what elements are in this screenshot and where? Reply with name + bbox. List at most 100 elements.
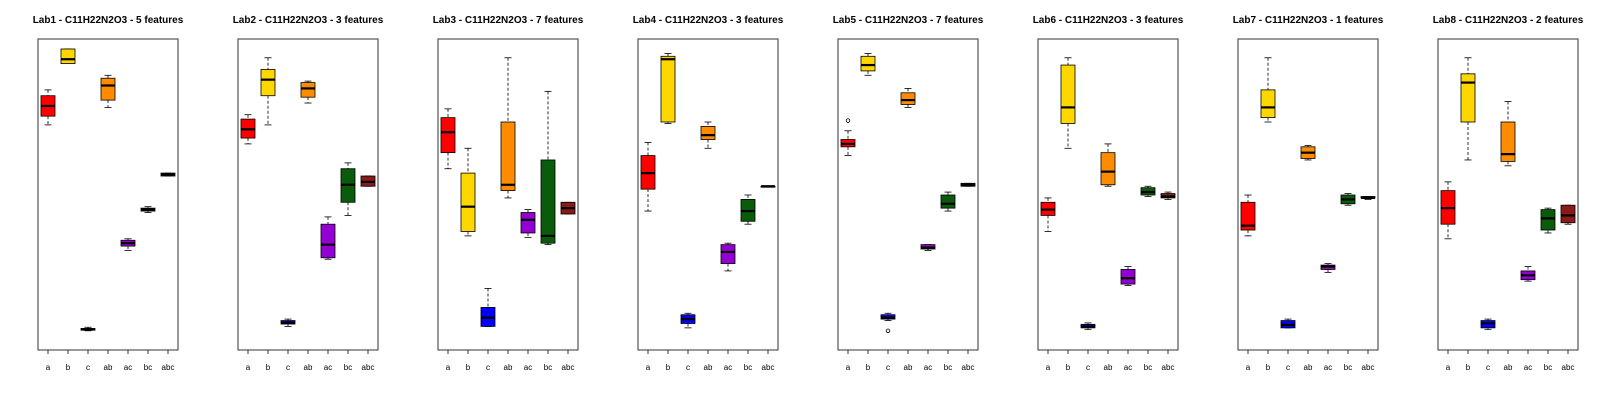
box-ab (100, 74, 116, 108)
x-tick-label: b (466, 363, 471, 372)
box-ab (700, 121, 716, 149)
x-tick-label: ab (104, 363, 113, 372)
box-ab (1500, 101, 1516, 167)
iqr-box (520, 212, 536, 234)
box-bc (340, 162, 356, 216)
x-tick-label: abc (1362, 363, 1375, 372)
iqr-box (500, 121, 516, 192)
box-bc (140, 206, 156, 213)
iqr-box (440, 117, 456, 154)
box-ac (1320, 263, 1336, 273)
box-c (80, 326, 96, 332)
chart-title: Lab1 - C11H22N2O3 - 5 features (33, 15, 184, 26)
x-tick-label: b (66, 363, 71, 372)
box-a (40, 89, 56, 126)
x-tick-label: ab (1504, 363, 1513, 372)
chart-title: Lab6 - C11H22N2O3 - 3 features (1033, 15, 1184, 26)
x-tick-label: c (886, 363, 890, 372)
x-tick-label: b (1066, 363, 1071, 372)
box-a (1240, 194, 1256, 237)
box-a (1440, 181, 1456, 240)
chart-title: Lab5 - C11H22N2O3 - 7 features (833, 15, 984, 26)
x-tick-label: bc (344, 363, 352, 372)
box-abc (160, 172, 176, 177)
box-abc (1560, 204, 1576, 225)
x-tick-label: ab (304, 363, 313, 372)
x-tick-label: c (686, 363, 690, 372)
box-ab (900, 88, 916, 108)
x-tick-label: ab (1304, 363, 1313, 372)
box-ac (920, 244, 936, 251)
x-tick-label: ac (1524, 363, 1532, 372)
box-abc (1160, 191, 1176, 200)
box-ac (1120, 266, 1136, 286)
x-tick-label: b (266, 363, 271, 372)
x-tick-label: bc (944, 363, 952, 372)
box-bc (1540, 207, 1556, 234)
iqr-box (1260, 89, 1276, 119)
box-bc (940, 191, 956, 212)
box-abc (760, 185, 776, 188)
box-a (640, 142, 656, 212)
box-bc (740, 194, 756, 225)
plot-frame (637, 38, 779, 351)
box-c (1480, 318, 1496, 330)
box-abc (360, 175, 376, 187)
x-tick-label: c (486, 363, 490, 372)
x-tick-label: abc (762, 363, 775, 372)
x-tick-label: ab (704, 363, 713, 372)
iqr-box (1060, 64, 1076, 124)
box-abc (560, 201, 576, 215)
x-tick-label: ab (904, 363, 913, 372)
x-tick-label: ac (924, 363, 932, 372)
iqr-box (1120, 269, 1136, 285)
chart-title: Lab4 - C11H22N2O3 - 3 features (633, 15, 784, 26)
box-b (60, 48, 76, 65)
box-bc (1340, 193, 1356, 206)
box-bc (1140, 185, 1156, 197)
iqr-box (1540, 209, 1556, 231)
iqr-box (900, 92, 916, 105)
box-abc (1360, 196, 1376, 200)
chart-title: Lab7 - C11H22N2O3 - 1 features (1233, 15, 1384, 26)
x-tick-label: a (46, 363, 51, 372)
box-b (460, 147, 476, 237)
x-tick-label: a (1246, 363, 1251, 372)
x-tick-label: bc (544, 363, 552, 372)
box-c (880, 312, 896, 333)
iqr-box (260, 69, 276, 97)
plot-frame (1037, 38, 1179, 351)
x-tick-label: c (1086, 363, 1090, 372)
iqr-box (1100, 152, 1116, 186)
x-tick-label: abc (1562, 363, 1575, 372)
x-tick-label: ac (124, 363, 132, 372)
x-tick-label: bc (744, 363, 752, 372)
x-tick-label: c (286, 363, 290, 372)
box-b (260, 57, 276, 126)
box-a (840, 118, 856, 156)
x-tick-label: ab (1104, 363, 1113, 372)
x-tick-label: b (666, 363, 671, 372)
box-c (1280, 318, 1296, 329)
chart-title: Lab2 - C11H22N2O3 - 3 features (233, 15, 384, 26)
box-b (1260, 57, 1276, 123)
x-tick-label: ac (724, 363, 732, 372)
x-tick-label: a (1446, 363, 1451, 372)
x-tick-label: ac (324, 363, 332, 372)
iqr-box (1240, 201, 1256, 231)
plot-frame (1437, 38, 1579, 351)
x-tick-label: ac (524, 363, 532, 372)
iqr-box (1500, 121, 1516, 162)
iqr-box (100, 77, 116, 101)
x-tick-label: b (1266, 363, 1271, 372)
iqr-box (940, 194, 956, 209)
box-abc (960, 182, 976, 187)
x-tick-label: b (866, 363, 871, 372)
x-tick-label: c (1486, 363, 1490, 372)
box-b (1060, 57, 1076, 149)
x-tick-label: abc (562, 363, 575, 372)
